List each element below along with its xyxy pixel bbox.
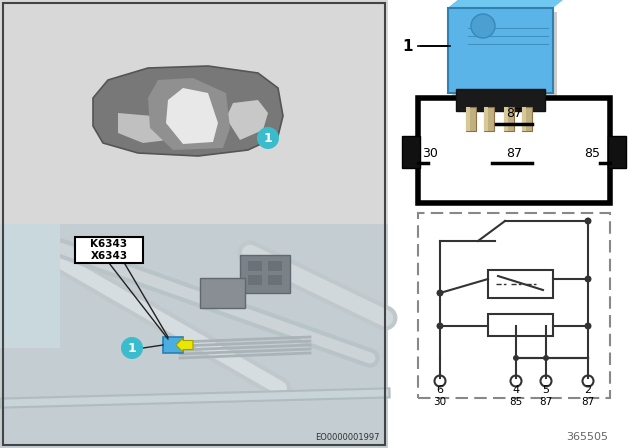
Text: 2: 2 [584,385,591,395]
Bar [0,224,388,448]
Bar [504,107,508,131]
Bar [522,107,526,131]
Circle shape [471,14,495,38]
Circle shape [584,276,591,283]
Bar [248,275,262,285]
Bar [3,3,385,445]
Bar [608,136,626,168]
Polygon shape [226,100,268,140]
Polygon shape [148,78,230,150]
FancyArrow shape [176,338,193,352]
Circle shape [584,217,591,224]
Text: 85: 85 [584,146,600,159]
Bar [268,261,282,271]
Text: K6343: K6343 [90,239,127,249]
Polygon shape [118,113,170,143]
Text: 5: 5 [543,385,550,395]
Circle shape [584,323,591,329]
Bar [240,255,290,293]
Bar [248,261,262,271]
Text: EO0000001997: EO0000001997 [316,433,380,442]
Circle shape [436,323,444,329]
Text: 1: 1 [127,341,136,354]
Polygon shape [448,0,563,8]
Text: X6343: X6343 [90,251,127,261]
Bar [0,0,388,224]
Bar [466,107,476,131]
Polygon shape [93,66,283,156]
Bar [448,8,553,93]
Bar [200,278,245,308]
Bar [418,98,610,203]
Text: 1: 1 [403,39,413,53]
Bar [456,89,545,111]
Text: 87: 87 [581,397,595,407]
Bar [452,12,557,97]
Bar [0,224,60,348]
Polygon shape [448,0,458,93]
Bar [488,270,553,298]
Circle shape [436,289,444,297]
Polygon shape [166,88,218,144]
Text: 6: 6 [436,385,444,395]
Bar [504,107,514,131]
Bar [522,107,532,131]
Text: 85: 85 [509,397,523,407]
Text: 87: 87 [540,397,552,407]
Bar [484,107,494,131]
Bar [418,213,610,398]
Bar [484,107,488,131]
Bar [402,136,420,168]
Circle shape [543,355,549,361]
Text: 87: 87 [506,146,522,159]
Bar [488,314,553,336]
Circle shape [513,355,519,361]
Text: 30: 30 [422,146,438,159]
Text: 4: 4 [513,385,520,395]
Circle shape [257,127,279,149]
Bar [268,275,282,285]
Text: 365505: 365505 [566,432,608,442]
Text: 1: 1 [264,132,273,145]
Bar [163,337,183,353]
Circle shape [121,337,143,359]
Bar [75,237,143,263]
Text: 87: 87 [506,107,522,120]
Bar [466,107,470,131]
Text: 30: 30 [433,397,447,407]
